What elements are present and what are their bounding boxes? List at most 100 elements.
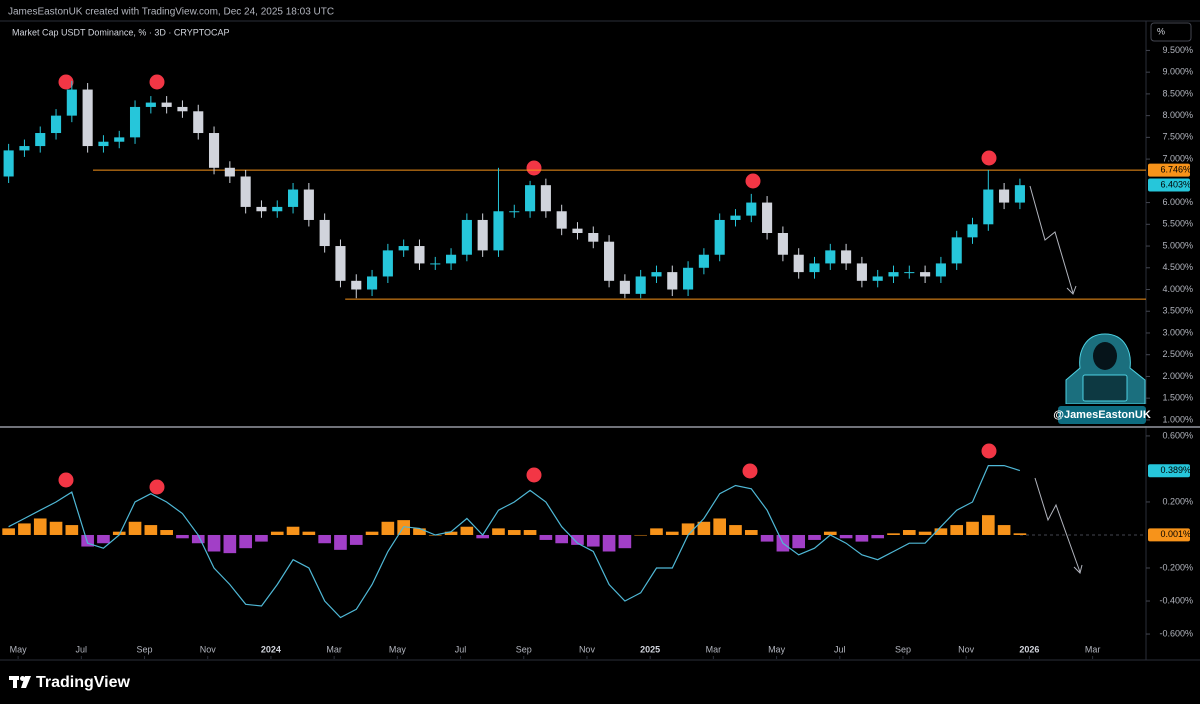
- histogram-bar: [981, 515, 995, 535]
- histogram-bar: [792, 534, 806, 549]
- histogram-bar: [760, 534, 774, 542]
- y-tick-label: 1.000%: [1162, 414, 1193, 424]
- price-tag: [1148, 163, 1190, 177]
- histogram-bar: [207, 534, 221, 552]
- candle-body: [683, 267, 694, 290]
- candle-body: [256, 206, 267, 212]
- histogram-bar: [950, 525, 964, 535]
- histogram-bar: [349, 534, 363, 545]
- candle-body: [398, 246, 409, 251]
- y-tick-label: 3.500%: [1162, 306, 1193, 316]
- histogram-bar: [144, 525, 158, 535]
- candle-body: [651, 272, 662, 277]
- candle-body: [667, 272, 678, 290]
- candle-body: [240, 176, 251, 207]
- histogram-bar: [286, 526, 300, 535]
- candle-body: [540, 185, 551, 212]
- y-tick-label: -0.200%: [1159, 562, 1193, 572]
- candle-body: [3, 150, 14, 177]
- chart-title: Market Cap USDT Dominance, % · 3D · CRYP…: [12, 27, 230, 37]
- candle-body: [430, 263, 441, 265]
- candle-body: [509, 211, 520, 213]
- candle-body: [19, 146, 30, 151]
- candle-body: [161, 102, 172, 107]
- histogram-bar: [650, 528, 663, 535]
- y-tick-label: 2.000%: [1162, 371, 1193, 381]
- candle-body: [904, 272, 915, 274]
- candle-body: [224, 167, 235, 177]
- unit: %: [1157, 26, 1165, 36]
- histogram-bar: [966, 521, 979, 535]
- price-tag-label: 6.746%: [1160, 165, 1191, 175]
- histogram-bar: [65, 525, 79, 535]
- price-tag-label: 6.403%: [1160, 179, 1191, 189]
- candle-body: [983, 189, 994, 225]
- x-tick-label: 2024: [261, 644, 281, 654]
- histogram-bar: [160, 530, 173, 535]
- candle-body: [572, 228, 583, 233]
- y-tick-label: 2.500%: [1162, 349, 1193, 359]
- candle-body: [714, 219, 725, 255]
- candle-body: [856, 263, 867, 281]
- candle-body: [588, 232, 599, 242]
- price-tag-label: 0.001%: [1160, 529, 1191, 539]
- candle-body: [493, 211, 504, 251]
- histogram-bar: [334, 534, 347, 550]
- candle-body: [762, 202, 773, 233]
- histogram-bar: [618, 534, 632, 549]
- x-tick-label: Jul: [76, 644, 88, 654]
- candle-body: [746, 202, 757, 216]
- brand-logo: [9, 676, 31, 688]
- y-tick-label: 0.600%: [1162, 430, 1193, 440]
- histogram-bar: [476, 534, 489, 539]
- x-tick-label: 2026: [1019, 644, 1039, 654]
- histogram-bar: [713, 518, 727, 535]
- candle-body: [888, 272, 899, 277]
- y-tick-label: 5.500%: [1162, 219, 1193, 229]
- candle-body: [446, 254, 457, 264]
- y-tick-label: 8.500%: [1162, 88, 1193, 98]
- candle-body: [967, 224, 978, 238]
- histogram-bar: [839, 534, 853, 539]
- histogram-bar: [302, 531, 316, 535]
- candle-body: [604, 241, 615, 281]
- histogram-bar: [823, 531, 837, 535]
- histogram-bar: [33, 518, 47, 535]
- price-tag: [1148, 528, 1190, 542]
- candle-body: [1014, 185, 1025, 203]
- x-tick-label: May: [389, 644, 407, 654]
- candle-body: [319, 219, 330, 247]
- histogram-bar: [460, 526, 474, 535]
- unit-box: [1150, 22, 1192, 42]
- candle-body: [951, 237, 962, 264]
- brand: TradingView: [36, 674, 131, 691]
- x-tick-label: Mar: [706, 644, 722, 654]
- candle-body: [177, 106, 188, 112]
- histogram-bar: [413, 528, 426, 535]
- candle-body: [809, 263, 820, 273]
- candle-body: [382, 250, 393, 277]
- y-tick-label: 9.000%: [1162, 67, 1193, 77]
- y-tick-label: 0.200%: [1162, 496, 1193, 506]
- x-tick-label: Nov: [200, 644, 217, 654]
- x-tick-label: Jul: [455, 644, 467, 654]
- candle-body: [272, 206, 283, 212]
- candle-body: [777, 232, 788, 255]
- candle-body: [525, 185, 536, 212]
- candle-body: [825, 250, 836, 264]
- x-tick-label: Nov: [579, 644, 596, 654]
- candle-body: [935, 263, 946, 277]
- histogram-bar: [539, 534, 553, 540]
- y-tick-label: 6.000%: [1162, 197, 1193, 207]
- histogram-bar: [602, 534, 616, 552]
- candle-body: [461, 219, 472, 255]
- candle-body: [556, 211, 567, 229]
- x-tick-label: May: [10, 644, 28, 654]
- histogram-bar: [2, 528, 15, 535]
- watermark-box: [1058, 406, 1146, 424]
- y-tick-label: 7.000%: [1162, 153, 1193, 163]
- candle-body: [635, 276, 646, 294]
- histogram-bar: [887, 533, 900, 535]
- histogram-bar: [997, 525, 1011, 535]
